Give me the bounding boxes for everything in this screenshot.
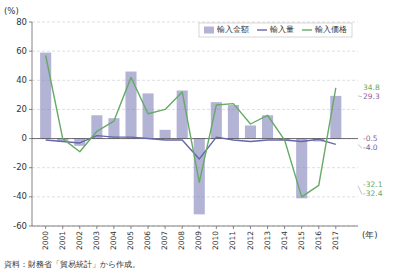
y-tick-label: 0 xyxy=(22,133,27,143)
x-tick-label: 2005 xyxy=(126,231,135,250)
x-tick-label: 2009 xyxy=(194,231,203,250)
bar xyxy=(160,130,171,139)
grid-line xyxy=(32,226,358,227)
legend: 輸入金額 輸入量 輸入価格 xyxy=(199,23,352,37)
bar xyxy=(228,105,239,139)
legend-label: 輸入量 xyxy=(270,25,294,34)
legend-swatch xyxy=(302,29,312,30)
zero-line xyxy=(32,138,358,139)
x-tick xyxy=(165,226,166,229)
annotation-leader xyxy=(358,95,362,97)
x-tick-label: 2003 xyxy=(92,231,101,250)
x-tick xyxy=(335,226,336,229)
annotation-leader xyxy=(358,144,362,148)
y-tick-label: -60 xyxy=(13,221,27,231)
bar xyxy=(143,93,154,138)
x-tick xyxy=(318,226,319,229)
chart: -60 -40 -20 0 20 40 60 80 2000 2001 2002 2003 2004 20… xyxy=(0,0,401,271)
legend-label: 輸入金額 xyxy=(217,25,249,34)
x-tick xyxy=(113,226,114,229)
bar xyxy=(40,53,51,139)
y-tick-label: 80 xyxy=(16,17,27,27)
x-tick-label: 2014 xyxy=(280,231,289,250)
y-tick xyxy=(29,167,32,168)
x-tick-label: 2004 xyxy=(109,231,118,250)
x-tick-label: 2015 xyxy=(297,231,306,250)
y-tick xyxy=(29,196,32,197)
x-tick-label: 2007 xyxy=(160,231,169,250)
x-tick xyxy=(250,226,251,229)
y-tick xyxy=(29,109,32,110)
y-tick xyxy=(29,226,32,227)
annotation: -0.5 xyxy=(363,134,378,143)
x-tick xyxy=(233,226,234,229)
x-tick-label: 2012 xyxy=(246,231,255,250)
x-tick-label: 2006 xyxy=(143,231,152,250)
bar xyxy=(330,96,341,139)
x-tick xyxy=(301,226,302,229)
grid-line xyxy=(32,51,358,52)
legend-label: 輸入価格 xyxy=(315,25,347,34)
grid-line xyxy=(32,80,358,81)
x-tick xyxy=(267,226,268,229)
x-tick xyxy=(130,226,131,229)
legend-swatch xyxy=(204,27,214,34)
y-tick-label: 20 xyxy=(16,104,27,114)
grid xyxy=(32,22,358,226)
x-tick xyxy=(45,226,46,229)
y-tick-label: 60 xyxy=(16,46,27,56)
annotation: 34.8 xyxy=(363,83,380,92)
x-tick-label: 2017 xyxy=(331,231,340,250)
x-tick-label: 2013 xyxy=(263,231,272,250)
x-tick-label: 2002 xyxy=(75,231,84,250)
x-tick-label: 2016 xyxy=(314,231,323,250)
y-axis-label: (%) xyxy=(4,6,19,16)
x-tick xyxy=(182,226,183,229)
line xyxy=(46,56,336,197)
bar xyxy=(296,139,307,199)
y-tick-label: -40 xyxy=(13,191,27,201)
x-tick xyxy=(96,226,97,229)
annotation-leader xyxy=(358,186,362,195)
x-tick xyxy=(284,226,285,229)
x-tick-label: 2011 xyxy=(228,231,237,250)
bar xyxy=(262,115,273,138)
x-axis xyxy=(32,226,358,227)
legend-swatch xyxy=(257,29,267,30)
legend-box xyxy=(199,23,352,37)
x-tick-label: 2001 xyxy=(58,231,67,250)
bar xyxy=(245,125,256,138)
x-tick xyxy=(62,226,63,229)
x-axis-label: (年) xyxy=(362,230,378,240)
annotation: -32.4 xyxy=(363,189,383,198)
y-tick xyxy=(29,22,32,23)
grid-line xyxy=(32,22,358,23)
x-tick xyxy=(79,226,80,229)
y-axis xyxy=(32,22,33,226)
plot-area xyxy=(32,53,358,215)
x-tick xyxy=(216,226,217,229)
y-tick xyxy=(29,51,32,52)
x-tick-label: 2010 xyxy=(211,231,220,250)
grid-line xyxy=(32,109,358,110)
bar xyxy=(125,72,136,139)
x-tick xyxy=(148,226,149,229)
x-tick xyxy=(199,226,200,229)
x-tick-label: 2000 xyxy=(41,231,50,250)
bar xyxy=(194,139,205,215)
annotation: -4.0 xyxy=(363,143,378,152)
y-tick-label: -20 xyxy=(13,162,27,172)
source: 資料：財務省「貿易統計」から作成。 xyxy=(4,260,140,269)
y-tick xyxy=(29,80,32,81)
annotation: 29.3 xyxy=(363,92,380,101)
x-tick-label: 2008 xyxy=(177,231,186,250)
y-tick xyxy=(29,138,32,139)
y-tick-label: 40 xyxy=(16,75,27,85)
annotation: -32.1 xyxy=(363,180,383,189)
